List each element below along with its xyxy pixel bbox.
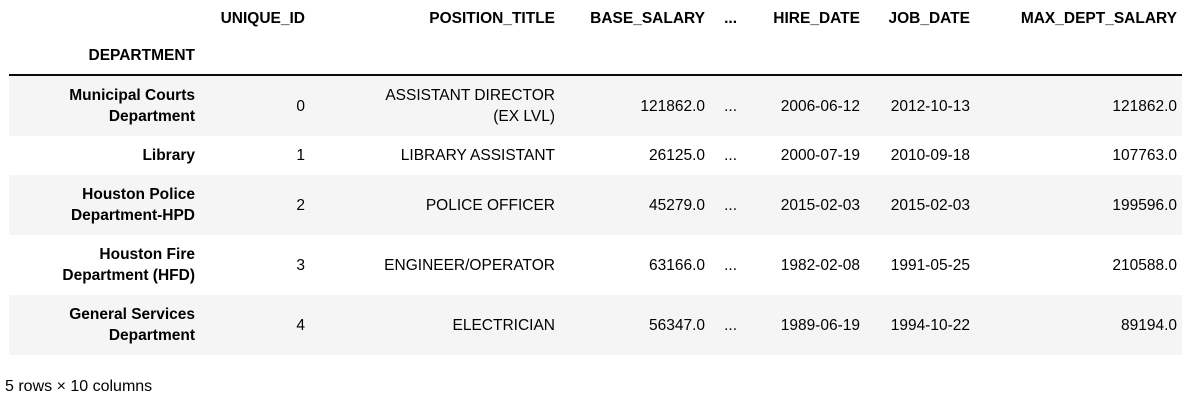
empty-header-cell (742, 37, 865, 75)
cell-unique-id: 2 (296, 196, 305, 214)
table-header: UNIQUE_ID POSITION_TITLE BASE_SALARY ...… (9, 0, 1182, 75)
cell-ellipsis: ... (724, 97, 737, 115)
cell-position-title: ASSISTANT DIRECTOR (EX LVL) (385, 87, 555, 125)
column-header-base-salary: BASE_SALARY (560, 0, 710, 37)
notebook-output-area: UNIQUE_ID POSITION_TITLE BASE_SALARY ...… (5, 0, 1182, 395)
cell-job-date: 2010-09-18 (890, 147, 970, 164)
cell-ellipsis: ... (724, 147, 737, 164)
column-header-job-date: JOB_DATE (865, 0, 975, 37)
cell-ellipsis: ... (724, 316, 737, 334)
cell-unique-id: 4 (296, 316, 305, 334)
cell-unique-id: 1 (296, 147, 305, 164)
cell-unique-id: 3 (296, 256, 305, 274)
cell-job-date: 2015-02-03 (890, 196, 970, 214)
cell-position-title: LIBRARY ASSISTANT (400, 147, 555, 164)
row-index-department: General Services Department (69, 306, 195, 344)
row-index-department: Houston Fire Department (HFD) (62, 246, 195, 284)
table-row: Houston Fire Department (HFD) 3 ENGINEER… (9, 235, 1182, 295)
empty-header-cell (560, 37, 710, 75)
cell-hire-date: 2015-02-03 (780, 196, 860, 214)
table-row: Houston Police Department-HPD 2 POLICE O… (9, 175, 1182, 235)
cell-hire-date: 1989-06-19 (780, 316, 860, 334)
cell-hire-date: 2006-06-12 (780, 97, 860, 115)
cell-base-salary: 121862.0 (640, 97, 705, 115)
empty-header-cell (710, 37, 742, 75)
cell-max-dept-salary: 121862.0 (1112, 97, 1177, 115)
cell-base-salary: 63166.0 (648, 256, 705, 274)
index-name-department: DEPARTMENT (9, 37, 200, 75)
table-summary: 5 rows × 10 columns (5, 378, 153, 395)
index-corner-cell (9, 0, 200, 37)
table-row: Library 1 LIBRARY ASSISTANT 26125.0 ... … (9, 136, 1182, 175)
cell-ellipsis: ... (724, 196, 737, 214)
cell-job-date: 1991-05-25 (890, 256, 970, 274)
cell-max-dept-salary: 199596.0 (1112, 196, 1177, 214)
row-index-department: Municipal Courts Department (69, 87, 195, 125)
cell-base-salary: 56347.0 (648, 316, 705, 334)
table-body: Municipal Courts Department 0 ASSISTANT … (9, 75, 1182, 355)
cell-job-date: 1994-10-22 (890, 316, 970, 334)
cell-job-date: 2012-10-13 (890, 97, 970, 115)
cell-position-title: ELECTRICIAN (452, 316, 556, 334)
cell-hire-date: 2000-07-19 (780, 147, 860, 164)
cell-max-dept-salary: 89194.0 (1120, 316, 1177, 334)
cell-position-title: ENGINEER/OPERATOR (384, 256, 555, 274)
table-row: Municipal Courts Department 0 ASSISTANT … (9, 75, 1182, 136)
cell-base-salary: 26125.0 (648, 147, 705, 164)
empty-header-cell (865, 37, 975, 75)
row-index-department: Library (142, 147, 195, 164)
table-row: General Services Department 4 ELECTRICIA… (9, 295, 1182, 355)
column-header-hire-date: HIRE_DATE (742, 0, 865, 37)
cell-max-dept-salary: 210588.0 (1112, 256, 1177, 274)
column-header-position-title: POSITION_TITLE (310, 0, 560, 37)
column-header-row: UNIQUE_ID POSITION_TITLE BASE_SALARY ...… (9, 0, 1182, 37)
column-header-ellipsis: ... (710, 0, 742, 37)
cell-max-dept-salary: 107763.0 (1112, 147, 1177, 164)
empty-header-cell (310, 37, 560, 75)
cell-ellipsis: ... (724, 256, 737, 274)
empty-header-cell (200, 37, 310, 75)
cell-base-salary: 45279.0 (648, 196, 705, 214)
column-header-unique-id: UNIQUE_ID (200, 0, 310, 37)
cell-unique-id: 0 (296, 97, 305, 115)
column-header-max-dept-salary: MAX_DEPT_SALARY (975, 0, 1182, 37)
dataframe-table: UNIQUE_ID POSITION_TITLE BASE_SALARY ...… (9, 0, 1182, 355)
empty-header-cell (975, 37, 1182, 75)
index-name-row: DEPARTMENT (9, 37, 1182, 75)
cell-position-title: POLICE OFFICER (425, 196, 555, 214)
cell-hire-date: 1982-02-08 (780, 256, 860, 274)
row-index-department: Houston Police Department-HPD (70, 186, 195, 224)
